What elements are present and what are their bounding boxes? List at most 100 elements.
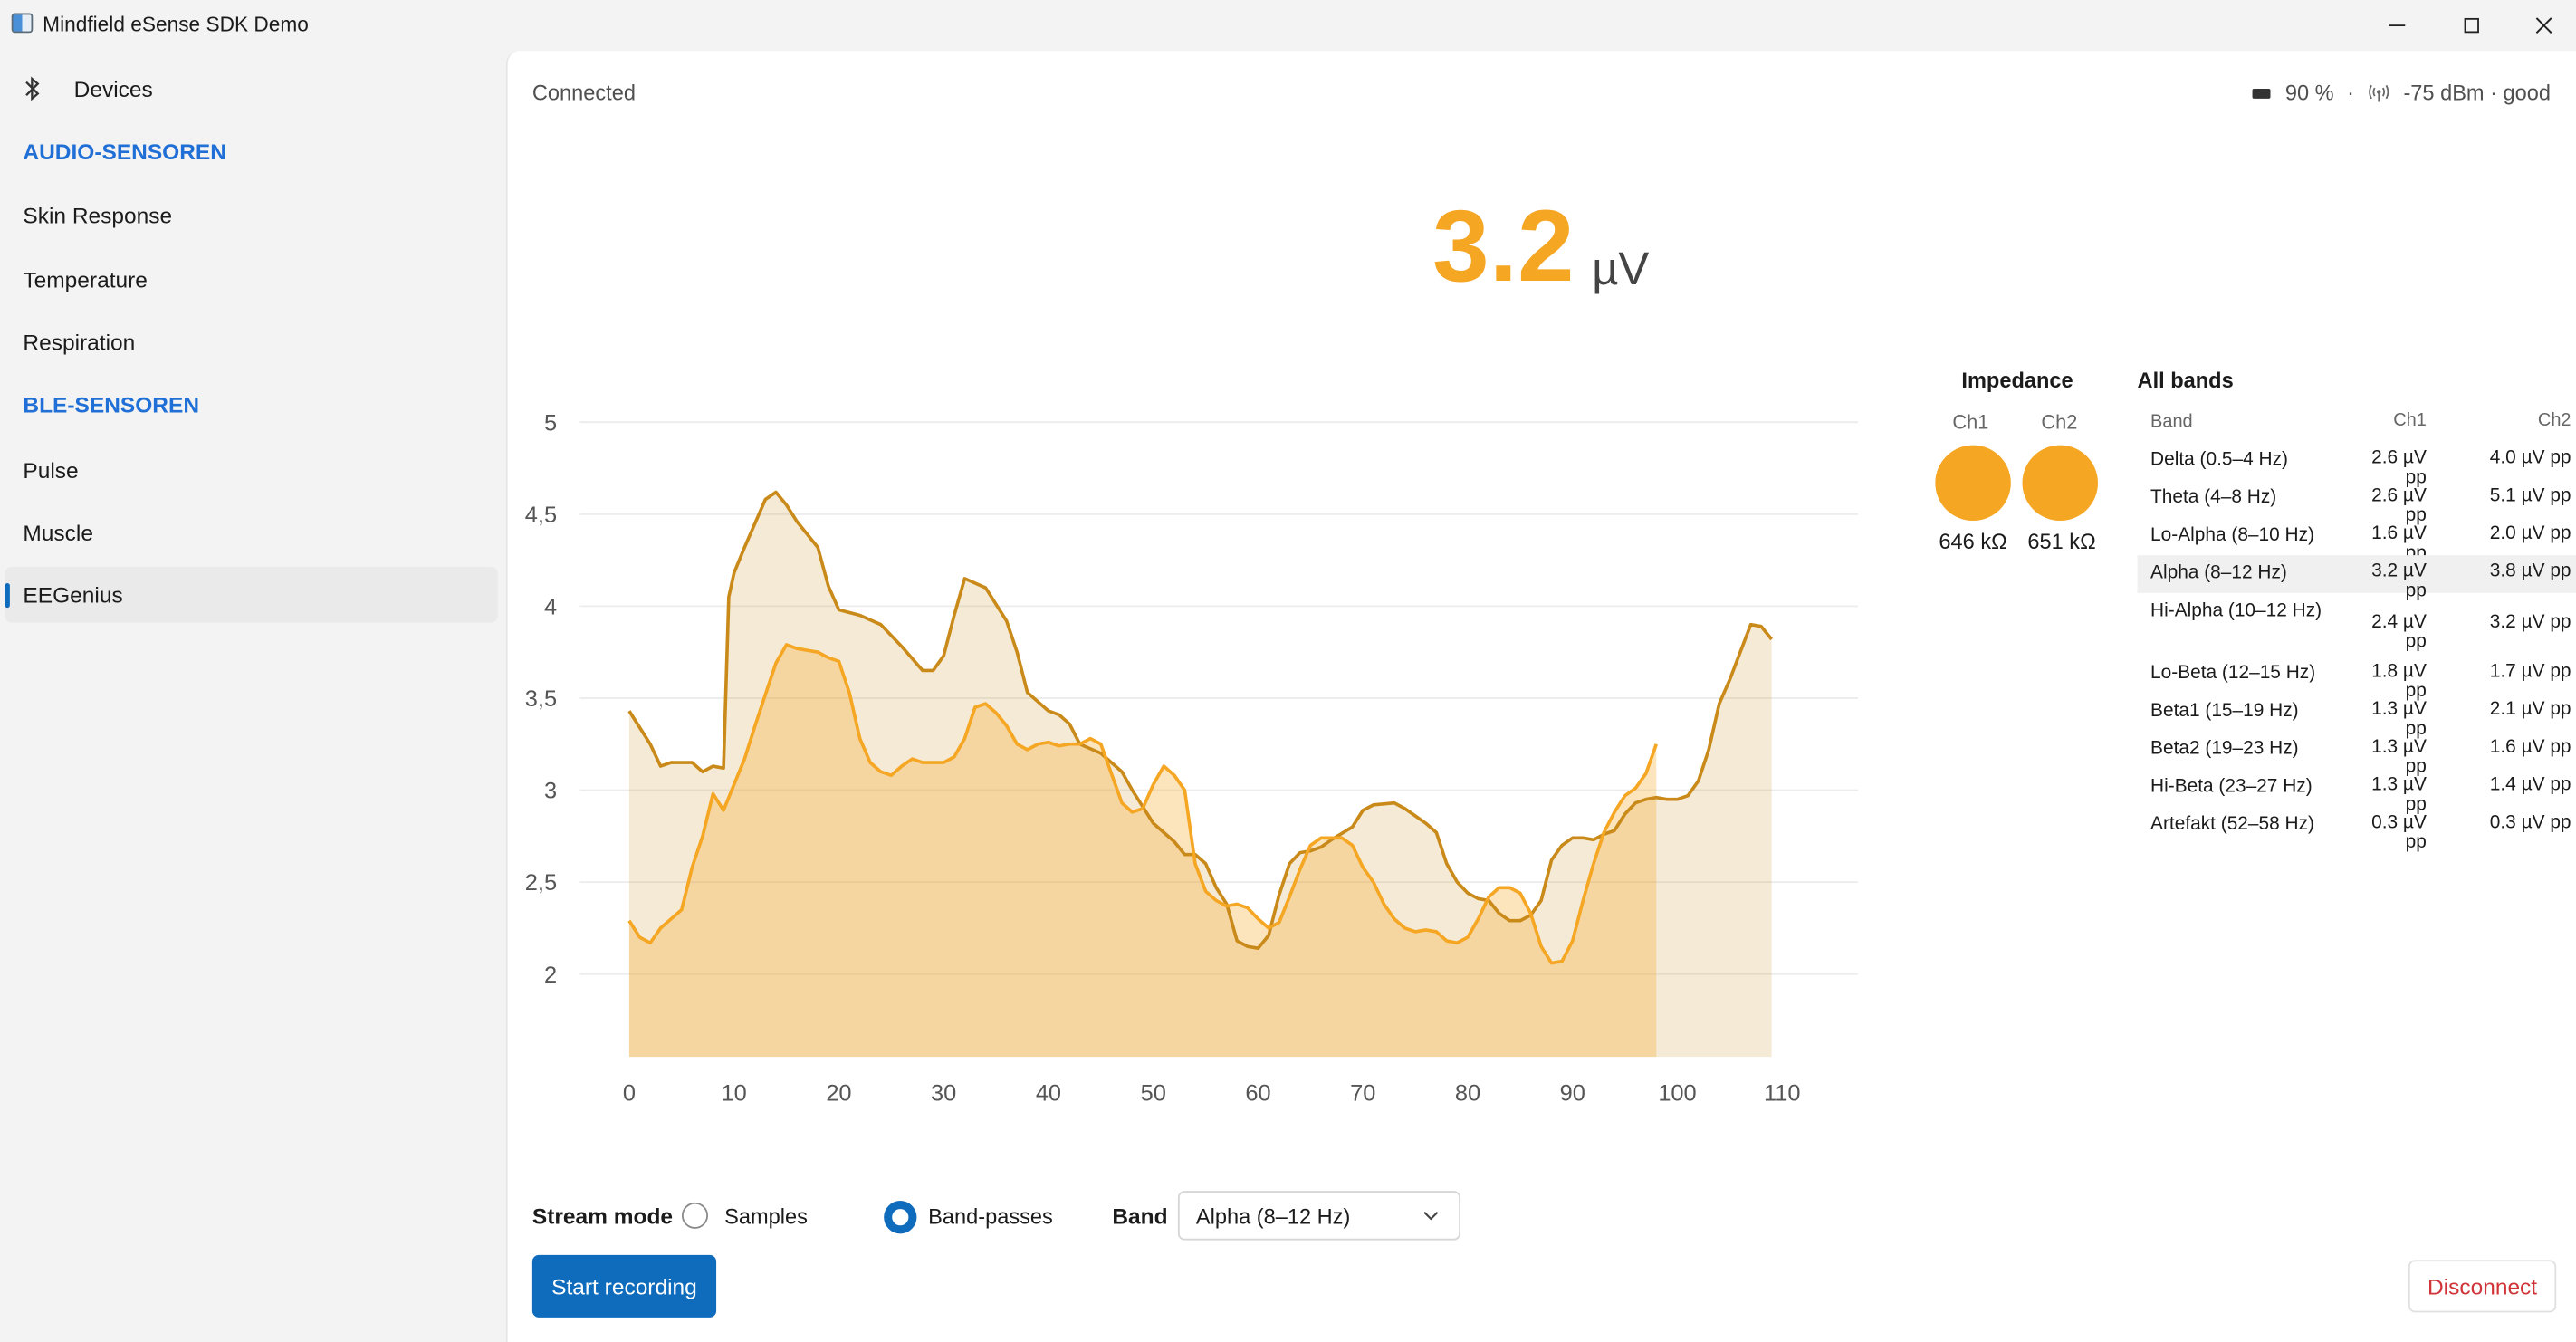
series-1-line bbox=[627, 490, 1774, 951]
connection-status: Connected bbox=[531, 80, 636, 106]
signal-icon bbox=[2369, 83, 2389, 101]
band-chart: 22,533,544,550 10 20 30 40 50 60 70 80 90 100 110 bbox=[525, 410, 1859, 1106]
devices-label: Devices bbox=[73, 76, 153, 101]
y-tick-label: 3 bbox=[544, 779, 557, 804]
samples-radio-label[interactable]: Samples bbox=[724, 1203, 808, 1229]
bands-row: Beta1 (15–19 Hz) 1.3 µV pp 2.1 µV pp bbox=[2138, 694, 2576, 740]
sidebar-item-eegenius-label: EEGenius bbox=[23, 582, 123, 608]
minimize-button[interactable] bbox=[2359, 0, 2434, 51]
band-name: Beta2 (19–23 Hz) bbox=[2150, 739, 2299, 760]
reading-unit: µV bbox=[1592, 243, 1650, 294]
start-recording-button[interactable]: Start recording bbox=[531, 1254, 717, 1318]
band-name: Beta1 (15–19 Hz) bbox=[2150, 701, 2299, 722]
window-title: Mindfield eSense SDK Demo bbox=[43, 13, 309, 36]
band-ch2-value: 4.0 µV pp bbox=[2489, 448, 2571, 468]
band-name: Hi-Alpha (10–12 Hz) bbox=[2150, 600, 2322, 621]
sidebar-item-temperature[interactable]: Temperature bbox=[23, 266, 148, 292]
ble-sensors-header: BLE-SENSOREN bbox=[23, 392, 200, 417]
x-tick-label: 50 bbox=[1141, 1080, 1166, 1106]
band-ch2-value: 0.3 µV pp bbox=[2489, 812, 2571, 833]
band-name: Theta (4–8 Hz) bbox=[2150, 487, 2277, 508]
y-tick-label: 3,5 bbox=[525, 686, 557, 712]
bands-row: Theta (4–8 Hz) 2.6 µV pp 5.1 µV pp bbox=[2138, 480, 2576, 526]
bands-title: All bands bbox=[2137, 368, 2234, 393]
x-tick-label: 0 bbox=[623, 1080, 636, 1106]
close-icon bbox=[2534, 17, 2552, 34]
bands-header-ch2: Ch2 bbox=[2537, 410, 2571, 431]
audio-sensors-header: AUDIO-SENSOREN bbox=[23, 139, 226, 165]
status-separator: · bbox=[2347, 80, 2355, 106]
bands-row: Hi-Alpha (10–12 Hz) 2.4 µV pp 3.2 µV pp bbox=[2138, 593, 2576, 656]
band-passes-radio-label[interactable]: Band-passes bbox=[928, 1203, 1053, 1229]
band-passes-radio[interactable] bbox=[884, 1201, 917, 1234]
x-tick-label: 70 bbox=[1350, 1080, 1375, 1106]
band-name: Lo-Alpha (8–10 Hz) bbox=[2150, 525, 2315, 546]
bluetooth-icon bbox=[25, 76, 40, 101]
sidebar-item-eegenius[interactable]: EEGenius bbox=[5, 566, 498, 623]
band-select[interactable]: Alpha (8–12 Hz) bbox=[1177, 1191, 1461, 1241]
band-ch1-value: 1.8 µV pp bbox=[2371, 662, 2427, 702]
band-ch1-value: 1.3 µV pp bbox=[2371, 699, 2427, 740]
battery-icon bbox=[2252, 88, 2271, 98]
x-tick-label: 90 bbox=[1560, 1080, 1585, 1106]
band-ch2-value: 5.1 µV pp bbox=[2489, 485, 2571, 506]
impedance-ch2-label: Ch2 bbox=[2041, 410, 2078, 434]
band-name: Artefakt (52–58 Hz) bbox=[2150, 814, 2314, 835]
band-ch2-value: 1.7 µV pp bbox=[2489, 662, 2571, 682]
band-ch1-value: 1.3 µV pp bbox=[2371, 775, 2427, 815]
band-name: Lo-Beta (12–15 Hz) bbox=[2150, 663, 2316, 684]
app-icon bbox=[11, 13, 34, 34]
bands-header-band: Band bbox=[2150, 412, 2193, 433]
samples-radio[interactable] bbox=[681, 1202, 709, 1229]
series-2-area bbox=[628, 644, 1657, 1058]
band-ch1-value: 2.6 µV pp bbox=[2371, 485, 2427, 526]
x-tick-label: 100 bbox=[1658, 1080, 1696, 1106]
band-ch2-value: 3.2 µV pp bbox=[2489, 612, 2571, 633]
battery-level: 90 % bbox=[2284, 80, 2334, 106]
selection-indicator bbox=[5, 582, 10, 609]
impedance-ch1-value: 646 kΩ bbox=[1939, 529, 2007, 554]
chevron-down-icon bbox=[1423, 1211, 1439, 1221]
sidebar-item-respiration[interactable]: Respiration bbox=[23, 329, 136, 354]
impedance-title: Impedance bbox=[1961, 368, 2073, 393]
maximize-button[interactable] bbox=[2433, 0, 2508, 51]
impedance-ch2-indicator bbox=[2022, 445, 2098, 522]
close-button[interactable] bbox=[2505, 0, 2576, 51]
band-ch1-value: 1.3 µV pp bbox=[2371, 737, 2427, 778]
sidebar: Devices AUDIO-SENSOREN Skin Response Tem… bbox=[0, 51, 505, 1342]
band-ch1-value: 2.4 µV pp bbox=[2371, 612, 2427, 653]
y-tick-label: 2,5 bbox=[525, 870, 557, 896]
x-tick-label: 110 bbox=[1764, 1080, 1800, 1106]
bands-row: Delta (0.5–4 Hz) 2.6 µV pp 4.0 µV pp bbox=[2138, 442, 2576, 488]
band-name: Alpha (8–12 Hz) bbox=[2150, 563, 2287, 583]
maximize-icon bbox=[2463, 17, 2479, 34]
band-ch2-value: 2.1 µV pp bbox=[2489, 699, 2571, 720]
impedance-ch1-label: Ch1 bbox=[1952, 410, 1989, 434]
stream-mode-label: Stream mode bbox=[531, 1203, 674, 1229]
x-tick-label: 40 bbox=[1036, 1080, 1061, 1106]
band-ch2-value: 2.0 µV pp bbox=[2489, 523, 2571, 544]
sidebar-item-muscle[interactable]: Muscle bbox=[23, 520, 93, 545]
band-ch2-value: 1.6 µV pp bbox=[2489, 737, 2571, 758]
sidebar-item-pulse[interactable]: Pulse bbox=[23, 457, 79, 483]
sidebar-item-skin-response[interactable]: Skin Response bbox=[23, 203, 173, 228]
band-ch1-value: 3.2 µV pp bbox=[2371, 561, 2427, 601]
devices-nav-item[interactable]: Devices bbox=[5, 61, 497, 117]
x-tick-label: 80 bbox=[1455, 1080, 1480, 1106]
series-2-line bbox=[627, 643, 1658, 965]
y-tick-label: 4,5 bbox=[525, 503, 557, 528]
minimize-icon bbox=[2389, 24, 2406, 27]
signal-strength: -75 dBm · good bbox=[2403, 80, 2552, 106]
y-tick-label: 4 bbox=[544, 594, 557, 619]
bands-row: Beta2 (19–23 Hz) 1.3 µV pp 1.6 µV pp bbox=[2138, 731, 2576, 777]
band-ch1-value: 0.3 µV pp bbox=[2371, 812, 2427, 853]
impedance-ch2-value: 651 kΩ bbox=[2027, 529, 2096, 554]
bands-row: Artefakt (52–58 Hz) 0.3 µV pp 0.3 µV pp bbox=[2138, 807, 2576, 853]
reading-value: 3.2 bbox=[1432, 190, 1575, 304]
band-label: Band bbox=[1112, 1203, 1168, 1229]
x-tick-label: 60 bbox=[1245, 1080, 1270, 1106]
disconnect-button[interactable]: Disconnect bbox=[2408, 1260, 2557, 1313]
bands-header-row: Band Ch1 Ch2 bbox=[2138, 404, 2576, 440]
bands-row: Lo-Beta (12–15 Hz) 1.8 µV pp 1.7 µV pp bbox=[2138, 656, 2576, 702]
bands-row: Alpha (8–12 Hz) 3.2 µV pp 3.8 µV pp bbox=[2137, 555, 2576, 601]
